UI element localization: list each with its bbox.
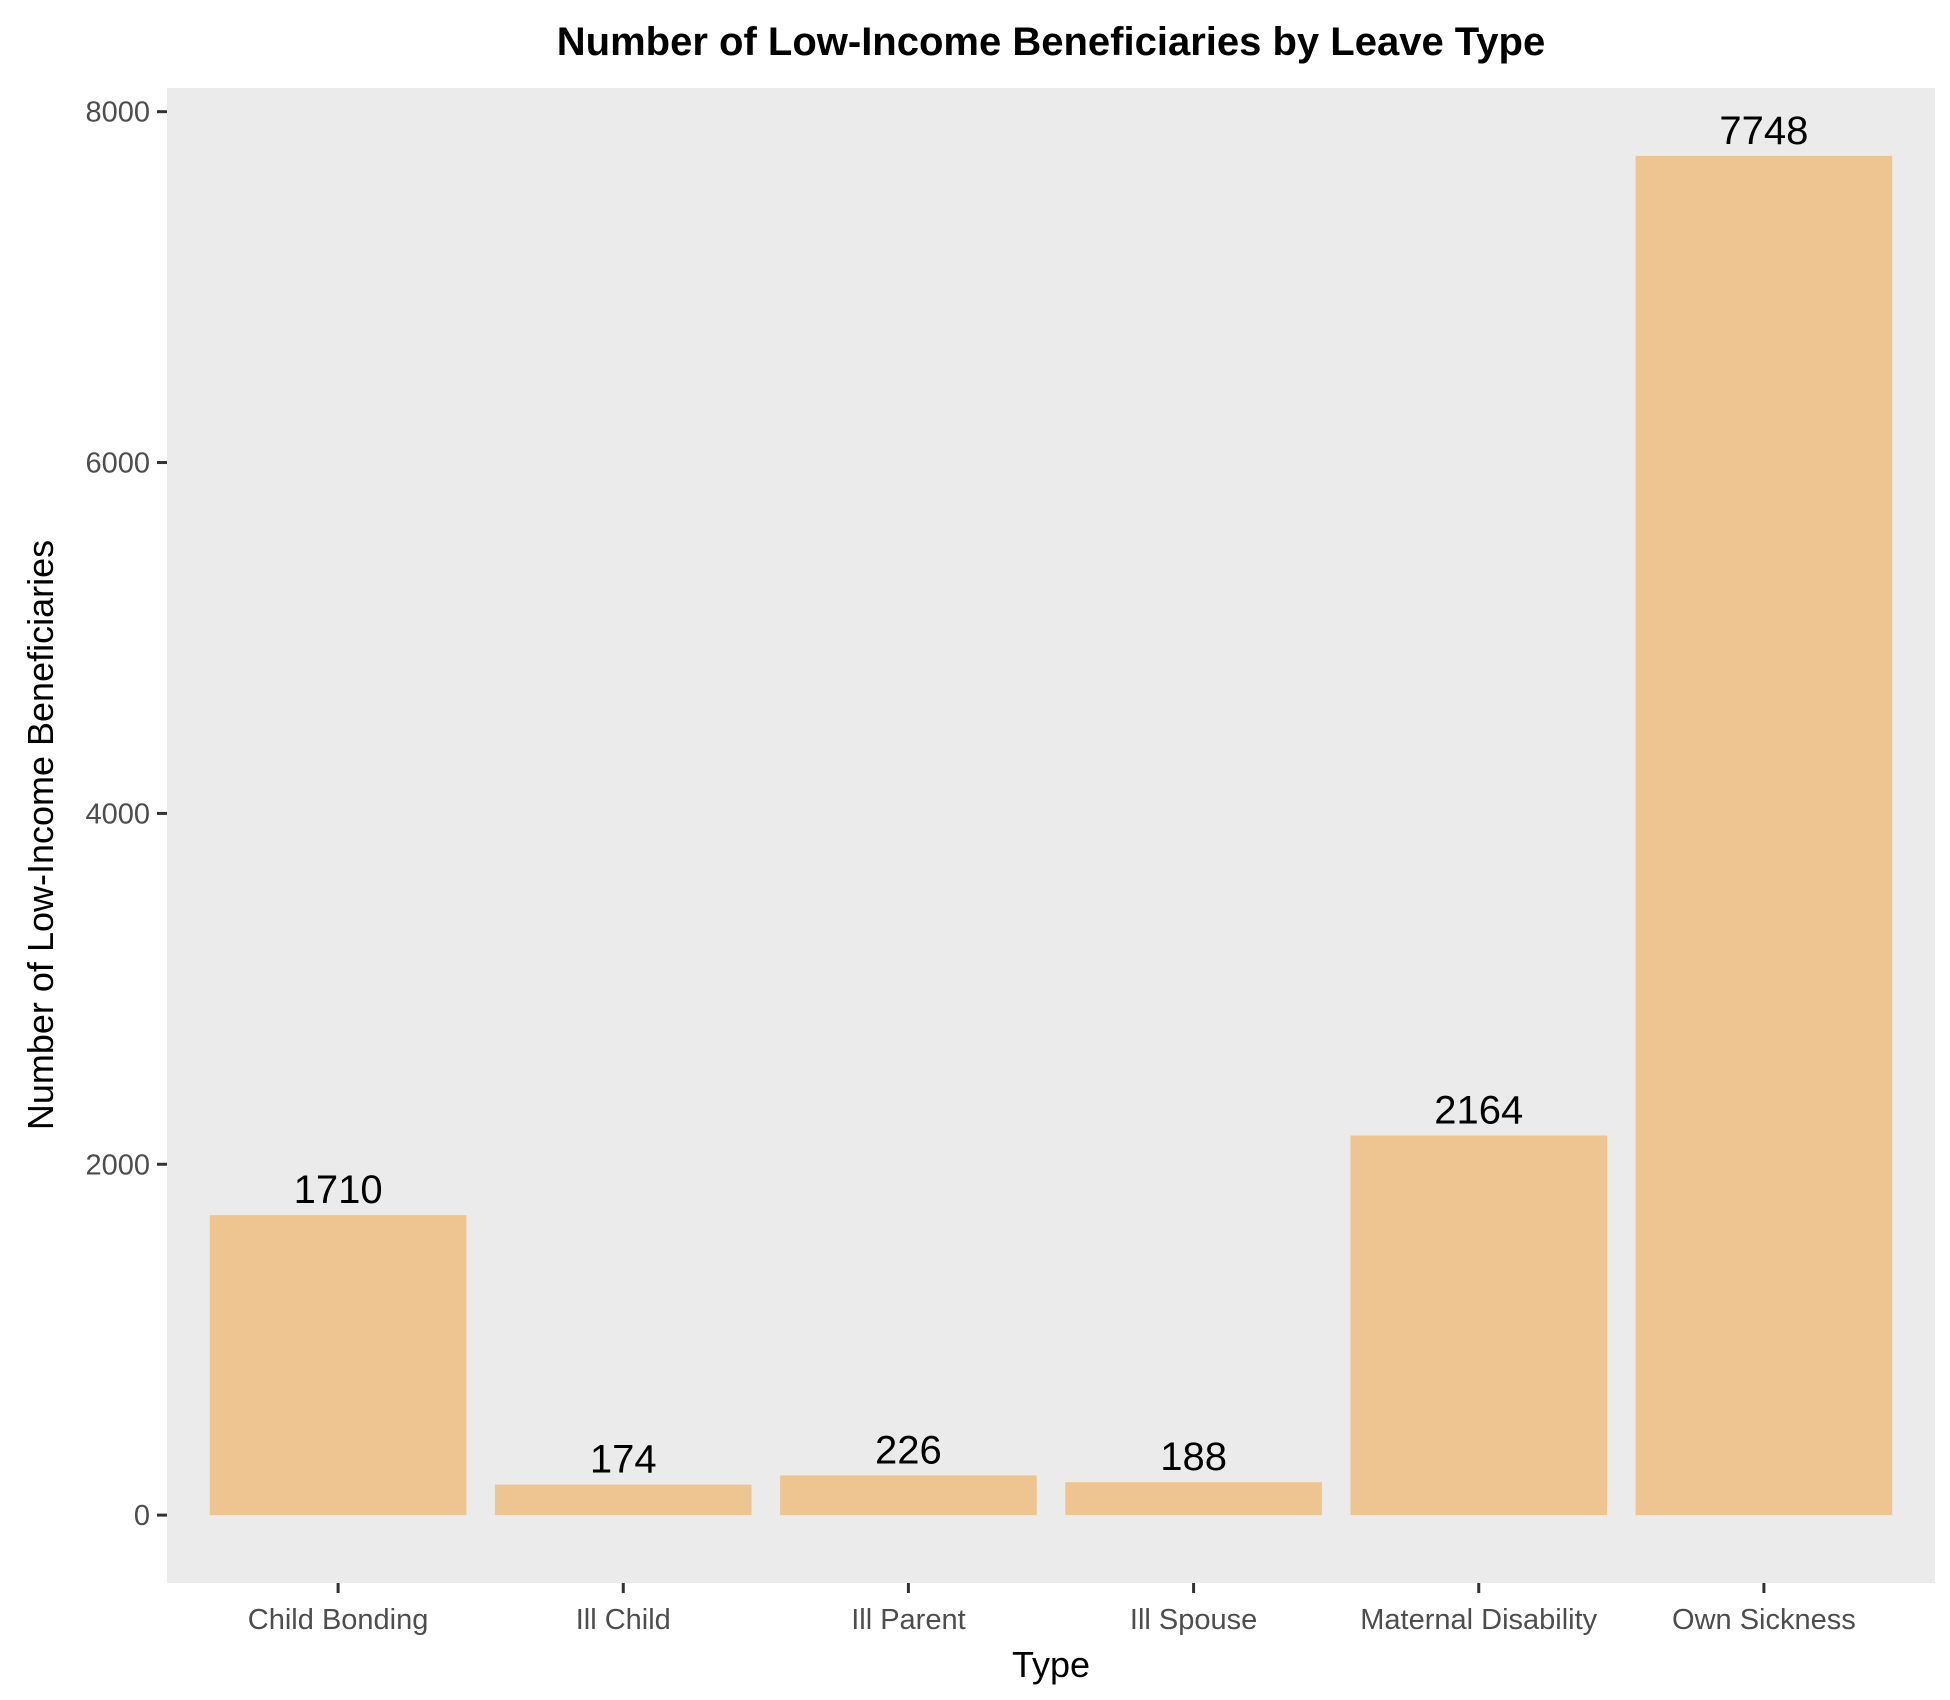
bar <box>1350 1135 1608 1516</box>
bars-group <box>209 155 1893 1516</box>
data-label: 188 <box>1160 1435 1227 1479</box>
y-axis: 0 2000 4000 6000 8000 <box>85 97 167 1532</box>
data-label: 7748 <box>1719 109 1808 153</box>
y-tick-label: 4000 <box>85 798 150 830</box>
bar <box>209 1215 467 1516</box>
y-tick-label: 2000 <box>85 1149 150 1181</box>
x-axis-title: Type <box>1012 1644 1090 1685</box>
x-tick-label: Own Sickness <box>1672 1604 1856 1636</box>
x-tick-label: Ill Parent <box>851 1604 965 1636</box>
y-tick-label: 0 <box>134 1500 150 1532</box>
y-tick-label: 8000 <box>85 97 150 129</box>
x-axis: Child Bonding Ill Child Ill Parent Ill Spou… <box>248 1583 1856 1636</box>
x-tick-label: Maternal Disability <box>1360 1604 1597 1636</box>
chart-title: Number of Low-Income Beneficiaries by Le… <box>557 20 1545 64</box>
bar <box>494 1484 752 1516</box>
y-tick-label: 6000 <box>85 448 150 480</box>
bar <box>1635 155 1893 1516</box>
data-label: 2164 <box>1434 1088 1523 1132</box>
data-label: 174 <box>590 1438 657 1482</box>
x-tick-label: Child Bonding <box>248 1604 429 1636</box>
data-label: 226 <box>875 1428 942 1472</box>
x-tick-label: Ill Spouse <box>1130 1604 1257 1636</box>
y-axis-title: Number of Low-Income Beneficiaries <box>20 540 61 1130</box>
data-labels-group: 1710 174 226 188 2164 7748 <box>294 109 1809 1482</box>
data-label: 1710 <box>294 1168 383 1212</box>
x-tick-label: Ill Child <box>576 1604 671 1636</box>
bar <box>1065 1482 1322 1516</box>
bar <box>780 1475 1037 1516</box>
